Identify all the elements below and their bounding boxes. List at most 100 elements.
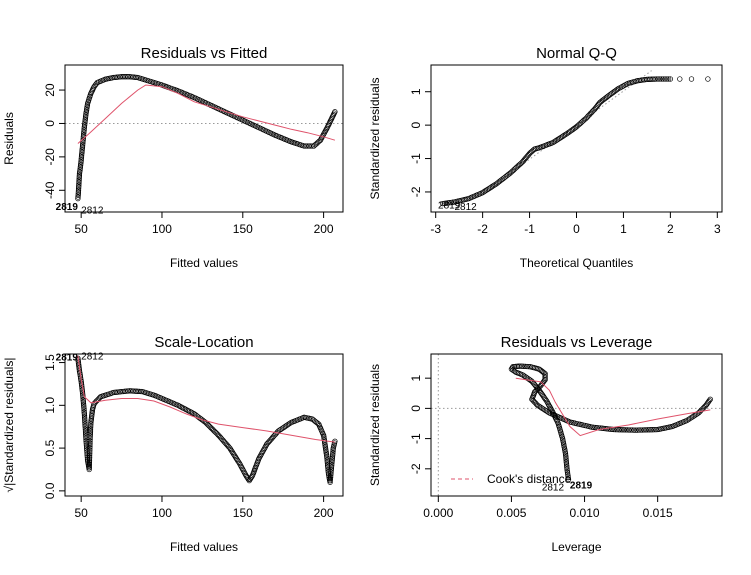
data-point: [563, 454, 569, 460]
point-label: 2819: [56, 202, 79, 213]
y-tick-label: 1.5: [43, 354, 57, 371]
data-point: [325, 467, 331, 473]
data-point: [82, 426, 89, 432]
data-point: [87, 440, 93, 446]
data-point: [568, 127, 574, 134]
data-point: [550, 139, 556, 146]
x-tick-label: 2: [667, 222, 674, 236]
chart-title: Normal Q-Q: [536, 45, 617, 62]
data-point: [84, 102, 91, 108]
data-point: [565, 473, 571, 479]
data-point: [607, 426, 614, 432]
point-label: 2819: [56, 352, 79, 363]
data-point: [564, 467, 570, 474]
data-point: [80, 394, 86, 400]
data-point: [75, 185, 82, 192]
data-point: [232, 453, 238, 460]
data-point: [330, 111, 337, 118]
data-point: [87, 426, 94, 432]
data-point: [688, 76, 695, 82]
data-point: [328, 471, 334, 477]
point-label: 2812: [542, 483, 565, 494]
data-point: [87, 443, 93, 450]
data-point: [553, 138, 559, 144]
data-point: [569, 127, 576, 133]
x-tick-label: 100: [152, 222, 172, 236]
data-point: [233, 455, 239, 461]
smoother-line: [77, 355, 335, 443]
data-point: [81, 129, 87, 135]
data-point: [530, 147, 536, 153]
data-point: [563, 131, 569, 138]
plot-frame: [430, 353, 723, 497]
data-point: [327, 474, 334, 480]
smoother-line: [77, 84, 336, 144]
data-point: [485, 186, 491, 192]
data-point: [81, 130, 87, 137]
data-point: [81, 125, 87, 132]
data-point: [563, 461, 570, 467]
data-point: [79, 144, 86, 150]
y-tick-label: 0.0: [43, 482, 57, 499]
y-axis-label: Standardized residuals: [368, 77, 382, 199]
data-point: [571, 126, 577, 132]
y-tick-label: 1: [409, 375, 423, 382]
data-point: [327, 476, 334, 482]
x-axis-label: Theoretical Quantiles: [520, 256, 633, 270]
data-point: [565, 471, 571, 477]
data-point: [86, 465, 92, 471]
data-point: [324, 455, 330, 462]
data-point: [332, 109, 338, 115]
data-point: [329, 457, 335, 463]
y-tick-label: 0: [409, 121, 423, 128]
data-point: [556, 136, 562, 142]
data-point: [81, 414, 88, 420]
y-axis-label: Residuals: [2, 112, 16, 165]
data-point: [324, 457, 330, 463]
data-point: [533, 387, 539, 394]
data-point: [606, 426, 612, 432]
data-point: [80, 132, 87, 138]
data-point: [77, 165, 83, 172]
data-point: [81, 412, 88, 419]
data-point: [75, 195, 81, 202]
data-point: [639, 427, 646, 433]
data-point: [691, 413, 697, 419]
data-point: [441, 200, 448, 207]
data-point: [560, 133, 566, 139]
data-point: [616, 427, 622, 433]
y-tick-label: -40: [43, 181, 57, 199]
data-point: [86, 454, 93, 460]
data-point: [651, 426, 657, 433]
data-point: [86, 456, 93, 462]
point-label: 2812: [81, 352, 104, 363]
data-point: [565, 474, 571, 481]
data-points: [440, 76, 711, 207]
data-point: [234, 456, 240, 462]
data-point: [542, 395, 548, 401]
y-axis-label: Standardized residuals: [368, 364, 382, 486]
data-point: [79, 149, 85, 155]
data-point: [188, 409, 195, 415]
data-point: [328, 469, 334, 475]
x-tick-label: 0.015: [643, 506, 673, 520]
data-point: [621, 427, 627, 433]
data-point: [79, 147, 85, 153]
data-point: [76, 172, 83, 178]
data-point: [86, 461, 93, 467]
data-point: [652, 76, 658, 82]
y-tick-label: -2: [409, 463, 423, 474]
data-point: [547, 404, 553, 410]
data-point: [228, 448, 235, 454]
data-point: [236, 459, 242, 465]
x-tick-label: 50: [74, 506, 88, 520]
data-point: [631, 427, 637, 433]
data-point: [648, 427, 654, 433]
data-point: [136, 388, 142, 395]
data-point: [609, 90, 615, 96]
data-point: [617, 427, 624, 433]
smoother-line: [515, 377, 711, 437]
data-point: [563, 459, 569, 465]
data-point: [658, 76, 665, 82]
data-point: [644, 427, 651, 433]
